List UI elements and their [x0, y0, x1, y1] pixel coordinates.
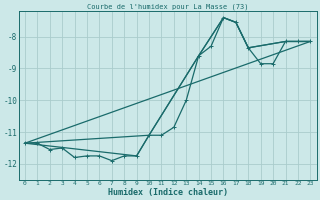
Title: Courbe de l'humidex pour La Masse (73): Courbe de l'humidex pour La Masse (73)	[87, 3, 248, 10]
X-axis label: Humidex (Indice chaleur): Humidex (Indice chaleur)	[108, 188, 228, 197]
